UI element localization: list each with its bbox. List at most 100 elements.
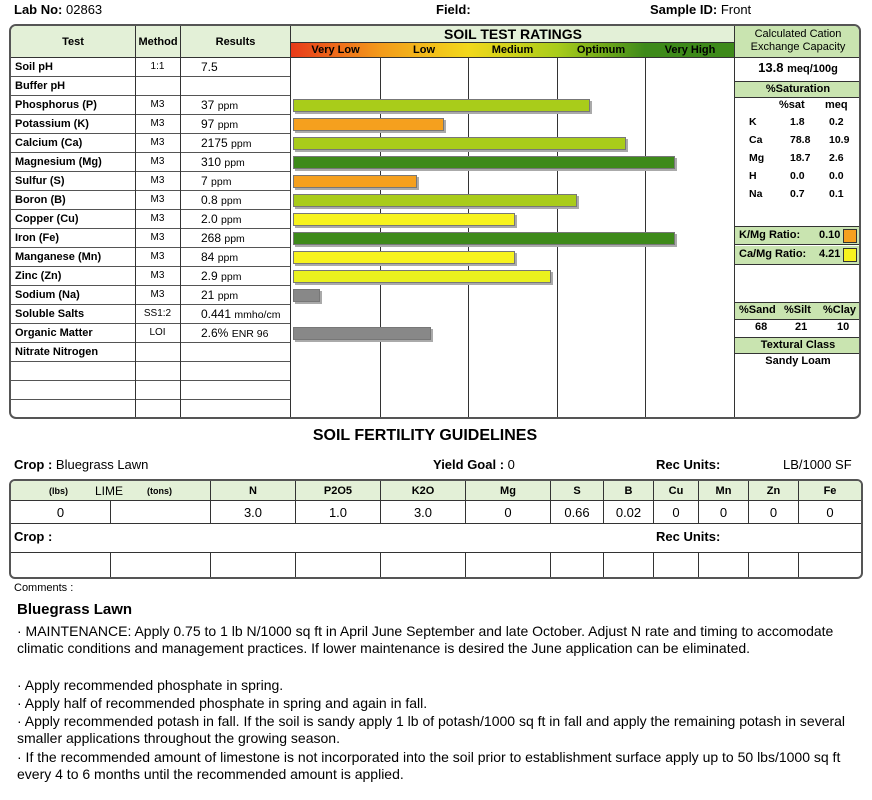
test-method: M3 [150,194,165,205]
rec-units-label: Rec Units: [656,457,721,472]
divider [734,26,735,417]
result-unit: mmho/cm [234,309,281,321]
test-method: SS1:2 [143,308,172,319]
lime-header: (lbs) LIME (tons) [11,481,211,501]
test-row: Boron (B) M3 0.8 ppm [11,191,291,210]
empty-cell [551,553,604,577]
texture-values: 68 21 10 [755,321,850,333]
lime-value: 0 [11,501,111,524]
lab-no-value: 02863 [66,2,103,17]
empty-cell [604,553,654,577]
test-result: 2.9 ppm [201,269,241,283]
result-value: 268 [201,231,222,245]
nutrient-value: 3.0 [381,501,466,524]
nutrient-header: S [551,481,604,501]
result-unit: ppm [211,176,232,188]
result-unit: ppm [221,214,242,226]
test-result: 21 ppm [201,288,238,302]
result-value: 2.9 [201,269,218,283]
test-method: M3 [150,99,165,110]
test-name: Soil pH [15,61,53,73]
lime-value-2 [111,501,211,524]
test-method: 1:1 [150,61,165,72]
result-unit: ppm [217,119,239,131]
rating-bar [293,118,444,131]
saturation-title: %Saturation [735,81,859,98]
nutrient-value: 0 [799,501,861,524]
rating-band: Very Low [291,43,380,58]
sat-value: 18.7 [790,152,811,164]
test-name: Buffer pH [15,80,66,92]
crop2-row: Crop : Rec Units: [11,524,861,553]
test-result: 84 ppm [201,250,238,264]
empty-cell [111,553,211,577]
result-unit: ppm [217,252,239,264]
test-name: Soluble Salts [15,308,85,320]
result-value: 21 [201,288,215,302]
test-name: Copper (Cu) [15,213,79,225]
recommendation-grid: (lbs) LIME (tons) 0 N 3.0 P2O5 1.0 K2O 3.0 Mg 0… [9,479,863,579]
test-name: Potassium (K) [15,118,89,130]
nutrient-header: K2O [381,481,466,501]
result-value: 7.5 [201,60,218,74]
test-row: Soil pH 1:1 7.5 [11,58,291,77]
nutrient-value: 0 [749,501,799,524]
textural-class-title: Textural Class [735,337,859,354]
test-row: Organic Matter LOI 2.6% ENR 96 [11,324,291,343]
test-result: 2.6% ENR 96 [201,326,268,340]
result-value: 0.441 [201,307,232,321]
result-unit: ppm [221,195,242,207]
test-method: LOI [149,327,166,338]
result-unit: ppm [221,271,242,283]
nutrient-header: Cu [654,481,699,501]
cec-value: 13.8 meq/100g [758,60,838,75]
empty-cell [654,553,699,577]
test-method: M3 [150,175,165,186]
rating-band: Low [380,43,468,58]
ion: K [749,116,757,128]
test-method: M3 [150,137,165,148]
comment-paragraph: · If the recommended amount of limestone… [17,749,841,782]
nutrient-header: Fe [799,481,861,501]
guidelines-title: SOIL FERTILITY GUIDELINES [312,427,538,444]
sat-value: 0.0 [790,170,805,182]
sat-value: 78.8 [790,134,811,146]
test-row: Manganese (Mn) M3 84 ppm [11,248,291,267]
test-result: 37 ppm [201,98,238,112]
sample-id: Sample ID: Front [650,2,752,17]
result-value: 84 [201,250,215,264]
divider [290,26,291,417]
result-value: 7 [201,174,208,188]
divider [135,26,136,417]
saturation-row: H 0.0 0.0 [735,170,859,186]
nutrient-header: Mn [699,481,749,501]
test-method: M3 [150,156,165,167]
test-row: Zinc (Zn) M3 2.9 ppm [11,267,291,286]
yield-goal: Yield Goal : 0 [433,457,515,472]
test-row: Calcium (Ca) M3 2175 ppm [11,134,291,153]
test-name: Manganese (Mn) [15,251,102,263]
kmg-swatch [843,229,857,243]
test-name: Phosphorus (P) [15,99,97,111]
rating-bar [293,232,675,245]
nutrient-value: 0 [699,501,749,524]
camg-swatch [843,248,857,262]
sample-id-value: Front [720,2,752,17]
sat-value: 1.8 [790,116,805,128]
test-row: Potassium (K) M3 97 ppm [11,115,291,134]
empty-cell [381,553,466,577]
test-name: Zinc (Zn) [15,270,62,282]
result-unit: ppm [224,233,245,245]
empty-cell [296,553,381,577]
result-unit: ppm [217,100,239,112]
nutrient-header: N [211,481,296,501]
ion: Na [749,188,763,200]
sat-value: 0.7 [790,188,805,200]
test-method: M3 [150,213,165,224]
divider [180,26,181,417]
empty-cell [211,553,296,577]
rating-bar [293,175,417,188]
rating-bar [293,270,551,283]
test-row: Phosphorus (P) M3 37 ppm [11,96,291,115]
comment-paragraph: · Apply half of recommended phosphate in… [17,695,428,711]
